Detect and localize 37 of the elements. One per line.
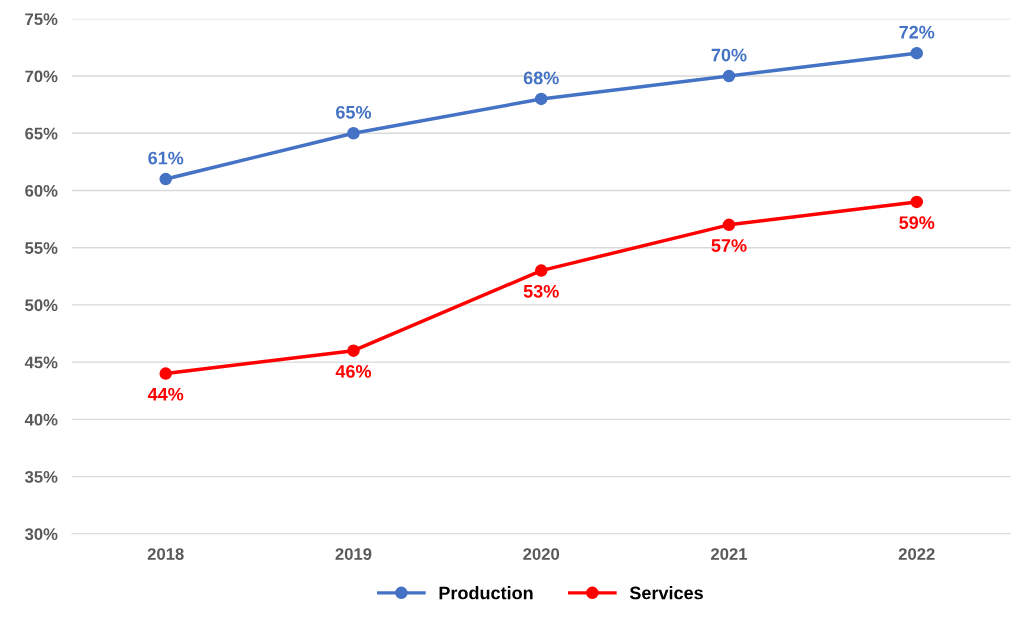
data-label: 70% [711, 48, 747, 62]
point [910, 46, 923, 60]
y-tick-label: 60% [25, 184, 58, 197]
y-tick-label: 35% [24, 470, 58, 483]
point [534, 92, 548, 106]
y-tick-label: 70% [25, 70, 58, 83]
data-label: 53% [523, 284, 559, 298]
point [159, 172, 172, 186]
y-tick-label: 75% [25, 13, 58, 26]
y-tick-label: 55% [25, 242, 58, 254]
y-tick-label: 65% [25, 127, 58, 140]
point [910, 195, 923, 209]
x-tick-label: 2020 [523, 548, 560, 560]
y-tick-label: 45% [24, 356, 58, 369]
legend-label: Production [439, 586, 533, 600]
y-tick-label: 30% [24, 528, 58, 541]
data-label: 57% [711, 239, 747, 252]
x-tick-label: 2022 [898, 548, 935, 560]
data-label: 65% [336, 105, 372, 119]
data-label: 59% [899, 216, 935, 230]
point [722, 218, 736, 232]
x-tick-label: 2021 [711, 548, 748, 560]
legend-label: Services [629, 586, 703, 600]
data-label: 68% [523, 71, 559, 85]
y-tick-label: 50% [25, 299, 58, 312]
y-tick-label: 40% [24, 413, 58, 426]
data-label: 46% [335, 364, 372, 378]
point [722, 69, 736, 83]
data-label: 44% [147, 387, 184, 401]
data-label: 72% [899, 25, 935, 39]
x-tick-label: 2019 [335, 548, 372, 560]
point [347, 127, 360, 140]
point [347, 344, 360, 357]
point [159, 367, 172, 380]
x-tick-label: 2018 [147, 548, 184, 560]
point [534, 264, 548, 277]
data-label: 61% [148, 151, 184, 165]
